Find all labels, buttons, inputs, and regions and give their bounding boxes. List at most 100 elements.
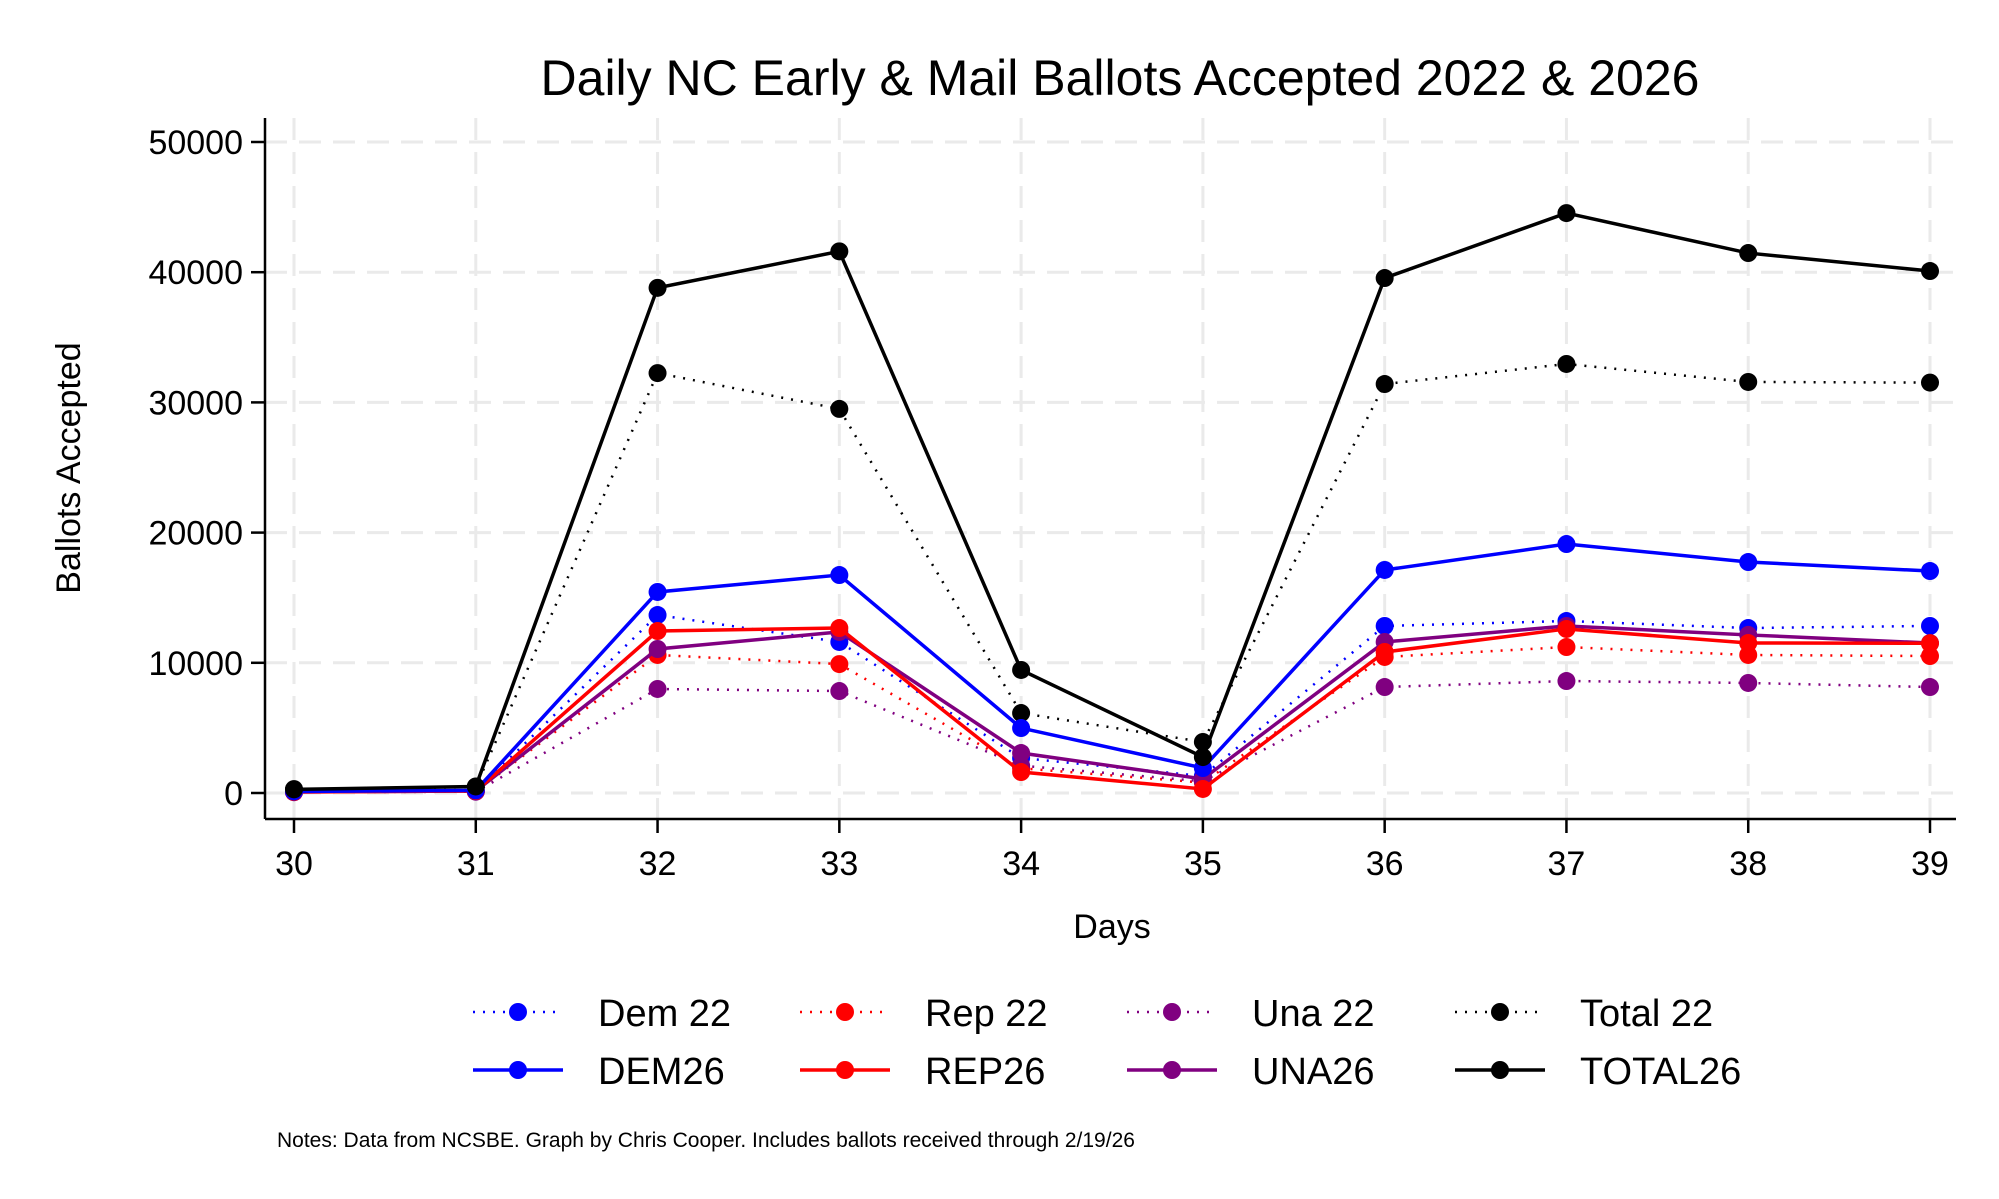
data-point-dem26	[1012, 719, 1031, 738]
data-point-dem-22	[1921, 616, 1939, 635]
legend-item-rep26: REP26	[800, 1051, 1045, 1093]
legend-swatch-marker	[509, 1061, 527, 1079]
data-point-total-22	[1375, 375, 1394, 394]
series-rep-22	[285, 638, 1939, 801]
data-point-rep26	[1921, 634, 1939, 653]
data-point-total26	[830, 242, 849, 261]
y-tick-label: 40000	[148, 254, 243, 292]
data-point-total26	[1921, 262, 1939, 281]
data-point-total26	[1375, 269, 1394, 288]
series-line-total26	[293, 211, 1931, 792]
y-tick-label: 50000	[148, 124, 243, 162]
legend-label: UNA26	[1252, 1051, 1375, 1093]
y-tick-label: 10000	[148, 645, 243, 683]
data-point-una-22	[648, 679, 667, 698]
data-point-rep26	[1739, 634, 1758, 653]
data-point-rep-22	[830, 655, 849, 674]
data-point-dem26	[1739, 553, 1758, 572]
grid	[265, 118, 1956, 819]
legend-label: TOTAL26	[1580, 1051, 1741, 1093]
data-point-una-22	[1921, 678, 1939, 697]
series-layer	[285, 204, 1939, 802]
legend-swatch-marker	[1163, 1003, 1181, 1021]
data-point-dem-22	[1375, 616, 1394, 635]
data-point-dem26	[830, 566, 849, 585]
data-point-rep26	[1193, 779, 1212, 798]
x-tick-label: 35	[1184, 845, 1222, 883]
data-point-dem26	[1557, 535, 1576, 554]
x-tick-label: 39	[1911, 845, 1949, 883]
legend-item-rep-22: Rep 22	[800, 993, 1048, 1035]
data-point-total26	[1557, 204, 1576, 223]
series-dem-22	[285, 606, 1939, 801]
chart-note: Notes: Data from NCSBE. Graph by Chris C…	[277, 1129, 1135, 1152]
data-point-rep26	[1012, 763, 1031, 782]
legend-item-total-22: Total 22	[1455, 993, 1713, 1035]
series-line-rep-22	[293, 645, 1931, 794]
x-tick-label: 34	[1002, 845, 1040, 883]
x-axis-title: Days	[1073, 908, 1150, 946]
data-point-total-22	[1557, 354, 1576, 373]
data-point-total26	[285, 780, 303, 799]
data-point-total-22	[1012, 704, 1031, 723]
data-point-una-22	[1739, 673, 1758, 692]
legend-item-una-22: Una 22	[1127, 993, 1375, 1035]
data-point-una26	[1012, 744, 1031, 763]
legend-label: REP26	[925, 1051, 1045, 1093]
series-line-una26	[293, 624, 1931, 794]
series-total-22	[285, 354, 1939, 799]
legend-label: Rep 22	[925, 993, 1048, 1035]
data-point-dem26	[1375, 560, 1394, 579]
x-tick-label: 36	[1366, 845, 1404, 883]
x-tick-label: 33	[820, 845, 858, 883]
series-line-total-22	[293, 362, 1931, 791]
series-line-dem26	[293, 542, 1931, 794]
data-point-rep26	[1557, 619, 1576, 638]
data-point-rep-22	[1557, 638, 1576, 657]
legend-label: DEM26	[598, 1051, 725, 1093]
y-axis-title: Ballots Accepted	[50, 342, 88, 593]
data-point-total26	[1012, 660, 1031, 679]
axes: 0 10000 20000 30000 40000 50000 30 31 32 33 34 35 36…	[148, 118, 1956, 883]
x-tick-label: 32	[639, 845, 677, 883]
y-tick-label: 30000	[148, 384, 243, 422]
data-point-total26	[1739, 244, 1758, 263]
data-point-rep-22	[1921, 647, 1939, 666]
data-point-dem-22	[648, 606, 667, 625]
legend-swatch-marker	[1491, 1003, 1509, 1021]
series-line-rep26	[293, 626, 1931, 794]
data-point-total-22	[1739, 372, 1758, 391]
data-point-total26	[466, 777, 485, 796]
data-point-una-22	[1557, 672, 1576, 691]
legend-item-una26: UNA26	[1127, 1051, 1375, 1093]
series-line-una-22	[293, 679, 1931, 794]
legend-item-dem26: DEM26	[473, 1051, 725, 1093]
data-point-total26	[648, 278, 667, 297]
data-point-una-22	[830, 682, 849, 701]
data-point-total-22	[648, 364, 667, 383]
legend-label: Total 22	[1580, 993, 1713, 1035]
legend-swatch-marker	[836, 1003, 854, 1021]
legend-label: Una 22	[1252, 993, 1375, 1035]
chart-title: Daily NC Early & Mail Ballots Accepted 2…	[541, 50, 1700, 106]
data-point-dem26	[648, 582, 667, 601]
data-point-rep26	[648, 622, 667, 641]
x-tick-label: 38	[1729, 845, 1767, 883]
data-point-total-22	[830, 399, 849, 418]
x-tick-label: 31	[457, 845, 495, 883]
series-total26	[285, 204, 1939, 799]
series-dem26	[285, 535, 1939, 801]
legend-label: Dem 22	[598, 993, 731, 1035]
y-tick-label: 20000	[148, 515, 243, 553]
legend-item-dem-22: Dem 22	[473, 993, 731, 1035]
legend-swatch-marker	[509, 1003, 527, 1021]
data-point-una26	[648, 639, 667, 658]
legend-swatch-marker	[836, 1061, 854, 1079]
data-point-dem26	[1921, 562, 1939, 581]
y-tick-label: 0	[224, 775, 243, 813]
legend-swatch-marker	[1163, 1061, 1181, 1079]
data-point-total-22	[1921, 373, 1939, 392]
data-point-rep26	[1375, 642, 1394, 661]
x-tick-label: 37	[1548, 845, 1586, 883]
